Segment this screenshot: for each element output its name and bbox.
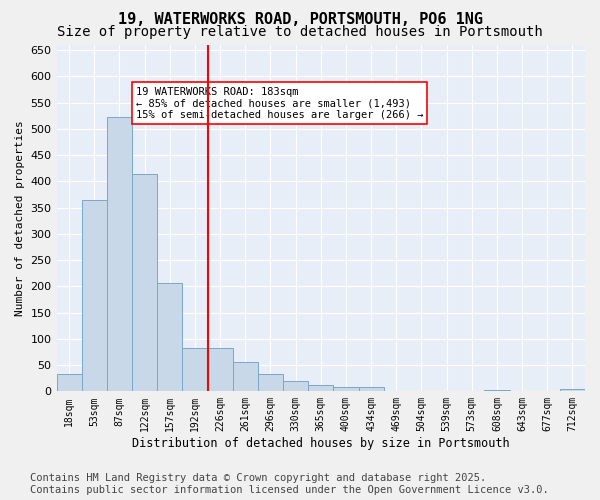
Text: 19 WATERWORKS ROAD: 183sqm
← 85% of detached houses are smaller (1,493)
15% of s: 19 WATERWORKS ROAD: 183sqm ← 85% of deta… [136, 86, 424, 120]
Bar [233, 362, 258, 392]
Bar [308, 385, 334, 392]
Bar [157, 282, 182, 392]
Y-axis label: Number of detached properties: Number of detached properties [15, 120, 25, 316]
Bar [56, 374, 82, 392]
Bar [334, 387, 359, 392]
Bar [258, 374, 283, 392]
Bar [208, 348, 233, 392]
Text: Size of property relative to detached houses in Portsmouth: Size of property relative to detached ho… [57, 25, 543, 39]
X-axis label: Distribution of detached houses by size in Portsmouth: Distribution of detached houses by size … [132, 437, 509, 450]
Bar [283, 381, 308, 392]
Text: Contains HM Land Registry data © Crown copyright and database right 2025.
Contai: Contains HM Land Registry data © Crown c… [30, 474, 549, 495]
Bar [132, 174, 157, 392]
Bar [560, 389, 585, 392]
Bar [182, 348, 208, 392]
Text: 19, WATERWORKS ROAD, PORTSMOUTH, PO6 1NG: 19, WATERWORKS ROAD, PORTSMOUTH, PO6 1NG [118, 12, 482, 28]
Bar [484, 390, 509, 392]
Bar [82, 200, 107, 392]
Bar [107, 118, 132, 392]
Bar [359, 387, 383, 392]
